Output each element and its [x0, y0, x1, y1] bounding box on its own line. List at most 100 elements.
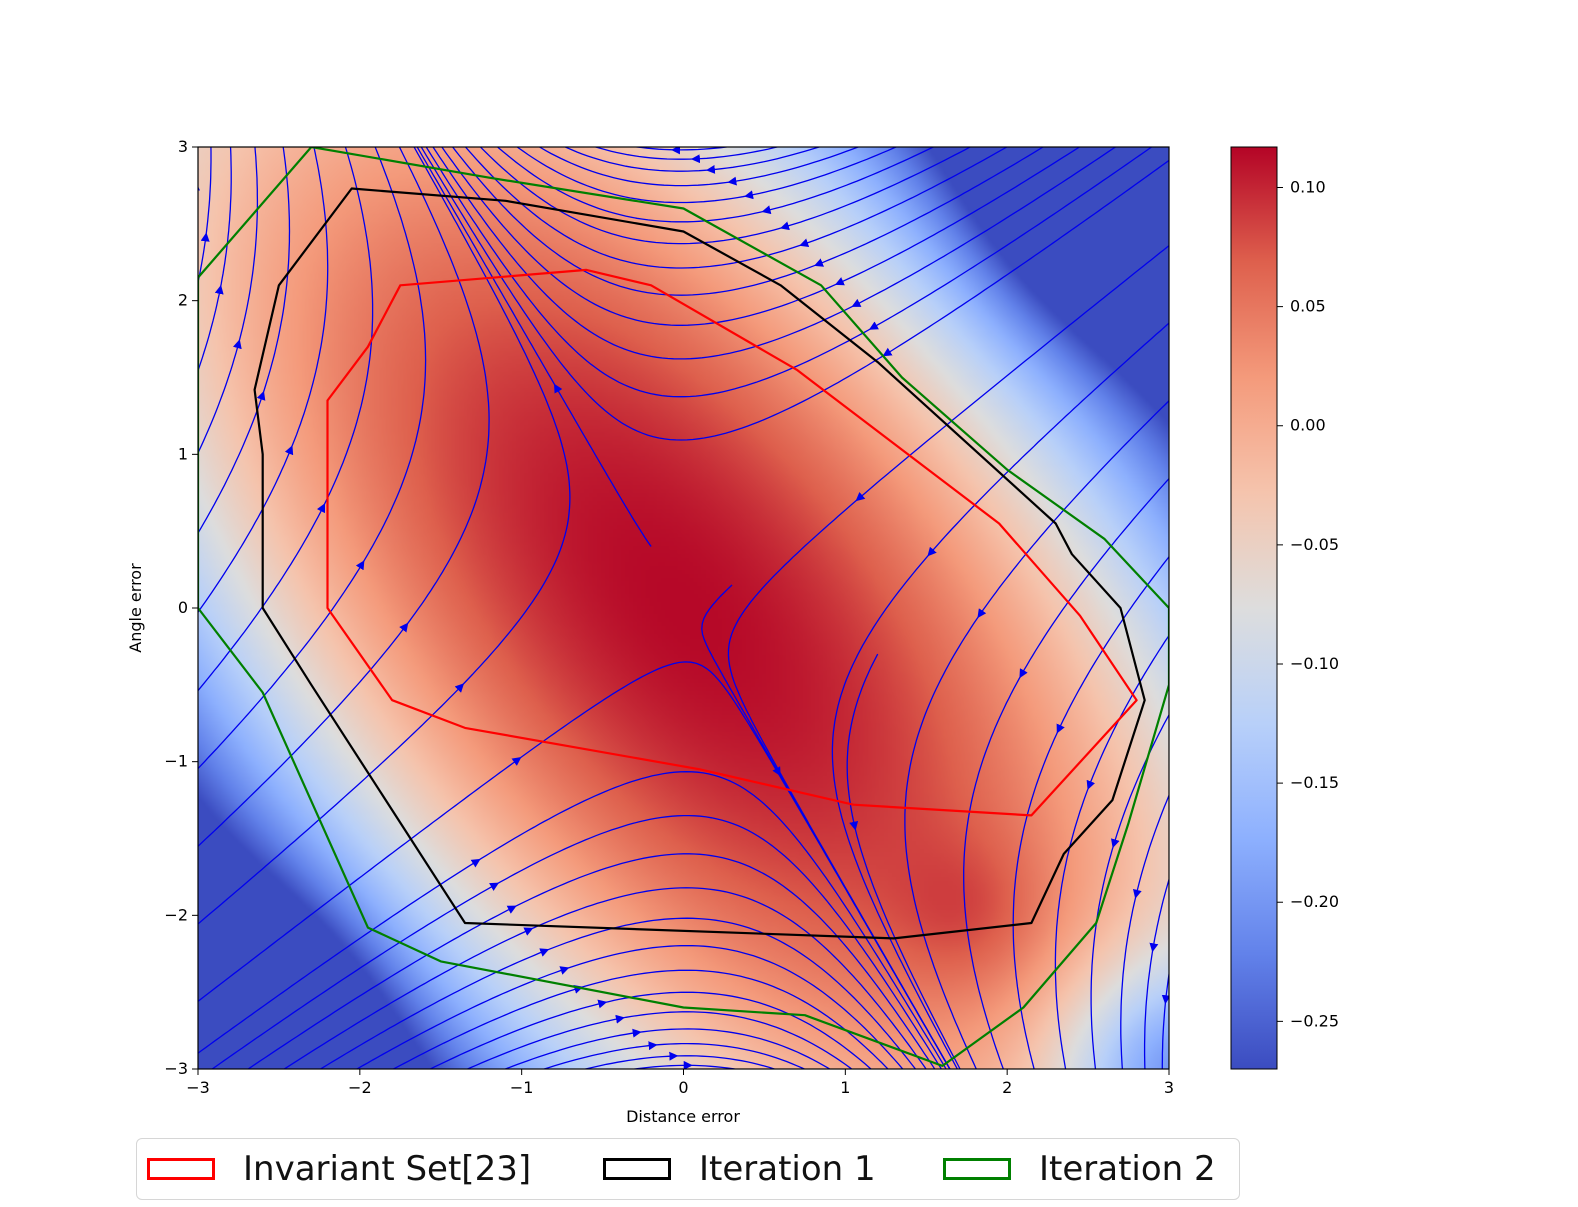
streamline-21 [542, 1042, 806, 1069]
streamline-69 [1090, 713, 1169, 1069]
streamline-15 [428, 991, 872, 1069]
streamline-42 [516, 147, 898, 204]
streamline-arrow [1128, 1087, 1129, 1092]
streamline-43 [913, 1077, 940, 1112]
colorbar-tick-label: 0.05 [1290, 297, 1326, 316]
streamline-67 [1120, 793, 1169, 1069]
streamline-23 [583, 1055, 777, 1069]
streamline-arrow [1093, 1087, 1094, 1092]
streamline-56 [425, 147, 1153, 398]
streamline-61 [1173, 1008, 1177, 1116]
streamline-48 [464, 147, 1009, 269]
streamline-arrow [304, 124, 305, 129]
streamline-65 [1143, 877, 1169, 1069]
streamline-53 [1091, 1077, 1097, 1114]
region-boundaries [198, 147, 1169, 1068]
colorbar-tick-label: −0.25 [1290, 1011, 1339, 1030]
streamline-76 [198, 147, 232, 373]
streamline-82 [701, 584, 951, 1069]
streamline-62 [198, 147, 571, 925]
streamline-arrow [470, 124, 474, 128]
streamline-68 [198, 147, 374, 692]
streamline-72 [198, 147, 291, 535]
streamline-28 [535, 103, 664, 139]
x-tick-label: −3 [186, 1078, 210, 1097]
streamline-40 [538, 147, 860, 187]
legend-label-invariant-set: Invariant Set[23] [243, 1149, 532, 1189]
streamline-arrow [585, 128, 590, 130]
x-tick-label: 2 [1002, 1078, 1012, 1097]
streamline-2 [200, 102, 202, 140]
streamline-1 [198, 771, 947, 1069]
y-tick-label: 3 [178, 137, 188, 156]
streamline-58 [420, 147, 1169, 441]
streamline-80 [190, 105, 197, 239]
plot-area [190, 101, 1177, 1116]
x-tick-label: 0 [678, 1078, 688, 1097]
streamline-52 [441, 147, 1081, 326]
colorbar-tick-label: −0.15 [1290, 773, 1339, 792]
legend-entry-invariant-set: Invariant Set[23] [147, 1147, 531, 1191]
streamline-arrow [404, 121, 407, 126]
streamline-64 [198, 147, 490, 848]
streamline-arrow [797, 1086, 802, 1088]
streamline-arrow [726, 1078, 732, 1079]
streamline-arrow [533, 126, 538, 129]
streamline-12 [364, 105, 380, 140]
x-axis: −3 −2 −1 0 1 2 3 [186, 1069, 1174, 1097]
y-tick-label: −1 [164, 752, 188, 771]
streamline-63 [1161, 970, 1169, 1069]
colorbar-tick-label: −0.20 [1290, 892, 1339, 911]
legend-swatch-iteration-1 [603, 1158, 671, 1180]
streamline-30 [532, 101, 700, 140]
streamline-83 [416, 147, 652, 547]
streamline-34 [633, 147, 732, 151]
streamline-arrow [989, 1087, 991, 1092]
y-tick-label: 1 [178, 444, 188, 463]
streamline-26 [529, 103, 629, 139]
streamline-66 [198, 147, 427, 770]
legend-label-iteration-2: Iteration 2 [1039, 1149, 1216, 1189]
streamline-11 [355, 944, 904, 1069]
streamline-arrow [826, 1087, 831, 1090]
streamline-70 [198, 147, 329, 614]
y-tick-label: −3 [164, 1059, 188, 1078]
streamline-arrow [614, 133, 620, 134]
streamline-arrow [437, 122, 440, 126]
boundary-iteration-1 [253, 187, 1146, 940]
streamline-10 [332, 103, 344, 139]
streamline-20 [474, 101, 522, 139]
colorbar-gradient [1231, 147, 1277, 1069]
y-tick-label: 0 [178, 598, 188, 617]
streamline-50 [451, 147, 1045, 296]
streamline-13 [392, 969, 889, 1069]
colorbar-tick-label: 0.00 [1290, 416, 1326, 435]
colorbar-frame [1230, 146, 1278, 1070]
streamline-arrow [339, 124, 341, 129]
streamline-19 [503, 1028, 831, 1069]
legend-label-iteration-1: Iteration 1 [699, 1149, 876, 1189]
streamline-arrow [373, 124, 375, 129]
colorbar-tick-label: −0.10 [1290, 654, 1339, 673]
streamline-32 [528, 103, 735, 144]
streamline-71 [1054, 634, 1169, 1069]
streamline-16 [424, 104, 451, 139]
streamline-arrow [270, 123, 271, 128]
streamline-74 [198, 147, 259, 455]
streamline-38 [563, 147, 822, 172]
streamline-84 [846, 653, 961, 1069]
streamline-24 [517, 104, 593, 140]
legend-entry-iteration-2: Iteration 2 [943, 1147, 1216, 1191]
legend-swatch-iteration-2 [943, 1158, 1011, 1180]
x-tick-label: −2 [348, 1078, 372, 1097]
x-tick-label: −1 [510, 1078, 534, 1097]
streamline-arrow [774, 1085, 779, 1087]
streamline-arrow [1058, 1087, 1059, 1092]
legend-entry-iteration-1: Iteration 1 [603, 1147, 876, 1191]
x-axis-label: Distance error [626, 1107, 740, 1126]
streamline-14 [393, 102, 415, 140]
colorbar-tick-label: −0.05 [1290, 535, 1339, 554]
streamline-25 [630, 1064, 739, 1069]
streamline-41 [878, 1077, 913, 1112]
